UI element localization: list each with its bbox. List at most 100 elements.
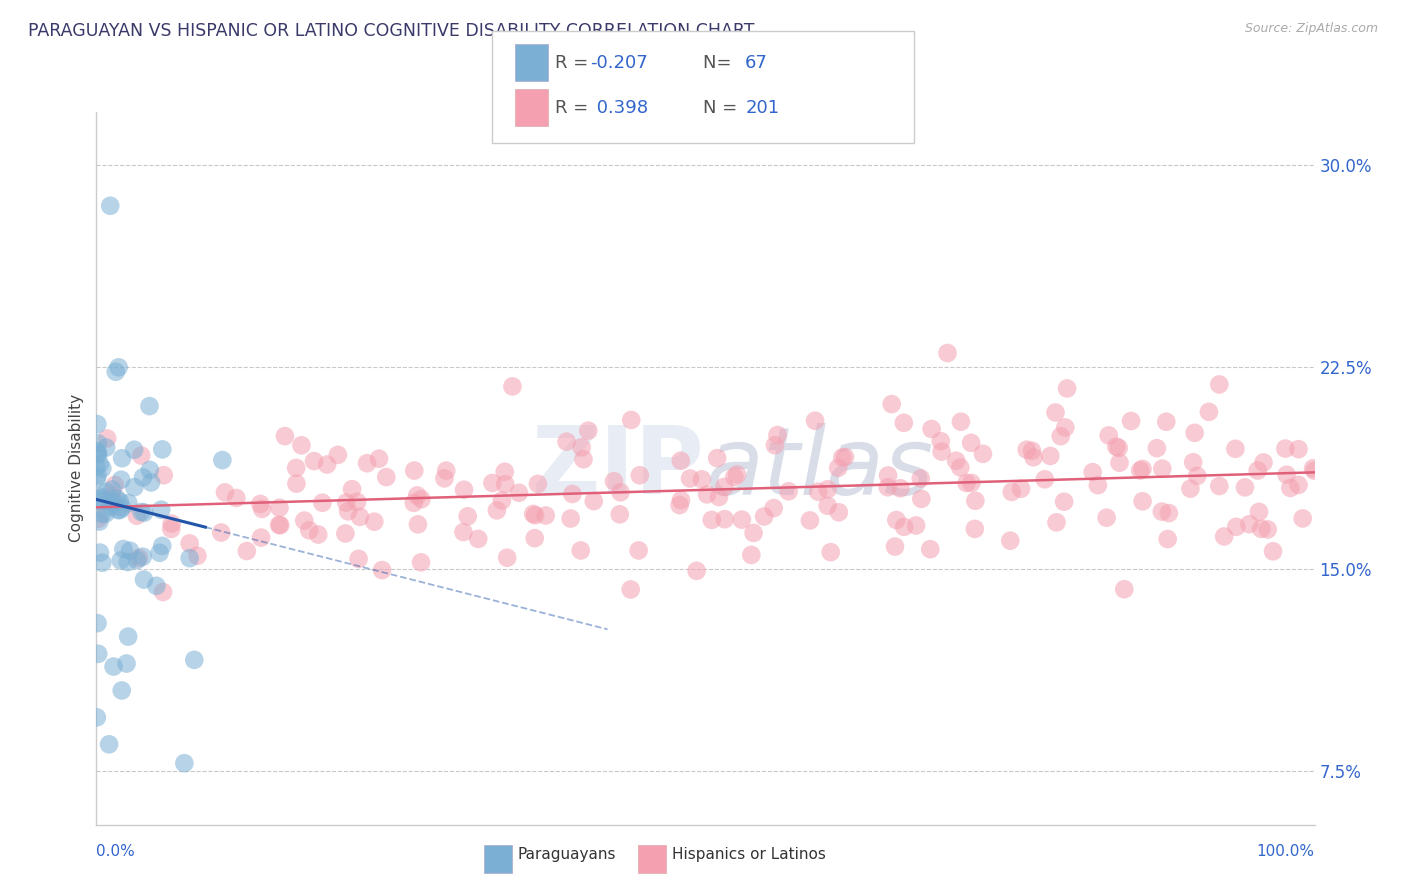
Text: -0.207: -0.207 <box>591 54 648 71</box>
Point <box>94 441 117 455</box>
Point <box>1233 480 1256 494</box>
Point <box>173 756 195 771</box>
Point <box>148 546 170 560</box>
Point <box>108 503 131 517</box>
Point <box>411 492 433 507</box>
Point <box>134 506 156 520</box>
Point <box>101 489 124 503</box>
Point <box>302 454 325 468</box>
Point <box>1182 455 1205 469</box>
Text: 0.0%: 0.0% <box>96 845 135 859</box>
Point <box>86 710 108 724</box>
Point <box>762 501 785 516</box>
Point <box>152 585 174 599</box>
Point <box>690 472 713 486</box>
Point <box>603 474 626 488</box>
Point <box>356 456 378 470</box>
Point <box>817 483 839 497</box>
Point <box>1045 516 1067 530</box>
Point <box>620 413 643 427</box>
Point <box>817 499 839 513</box>
Point <box>1261 544 1284 558</box>
Point <box>763 438 786 452</box>
Point <box>669 453 692 467</box>
Text: Paraguayans: Paraguayans <box>517 847 616 862</box>
Point <box>150 539 173 553</box>
Point <box>1185 468 1208 483</box>
Point <box>1015 442 1038 457</box>
Point <box>669 493 692 508</box>
Point <box>582 494 605 508</box>
Point <box>522 507 544 521</box>
Point <box>103 659 125 673</box>
Point <box>236 544 259 558</box>
Point <box>100 500 122 514</box>
Point <box>527 476 550 491</box>
Point <box>827 460 849 475</box>
Point <box>139 463 162 477</box>
Point <box>628 468 651 483</box>
Point <box>1198 405 1220 419</box>
Point <box>1132 462 1154 476</box>
Point <box>949 460 972 475</box>
Point <box>1157 506 1180 520</box>
Point <box>337 504 360 518</box>
Point <box>880 397 903 411</box>
Point <box>139 475 162 490</box>
Point <box>1247 505 1270 519</box>
Point <box>152 468 174 483</box>
Point <box>453 524 475 539</box>
Text: N =: N = <box>703 99 742 117</box>
Point <box>1095 510 1118 524</box>
Point <box>1049 429 1071 443</box>
Point <box>108 494 131 508</box>
Point <box>1108 456 1130 470</box>
Point <box>1208 479 1230 493</box>
Point <box>1274 442 1296 456</box>
Point <box>1054 420 1077 434</box>
Point <box>700 513 723 527</box>
Point <box>86 472 108 486</box>
Point <box>346 495 368 509</box>
Point <box>609 485 631 500</box>
Point <box>104 365 127 379</box>
Point <box>1105 440 1128 454</box>
Point <box>186 549 208 563</box>
Point <box>91 461 114 475</box>
Point <box>893 520 915 534</box>
Point <box>132 470 155 484</box>
Point <box>1021 443 1043 458</box>
Point <box>307 527 329 541</box>
Point <box>311 496 333 510</box>
Point <box>1288 478 1310 492</box>
Point <box>713 512 735 526</box>
Point <box>1146 441 1168 455</box>
Point <box>160 516 183 531</box>
Point <box>685 564 707 578</box>
Point <box>731 513 754 527</box>
Point <box>627 543 650 558</box>
Point <box>920 542 942 557</box>
Point <box>1253 455 1275 469</box>
Point <box>132 573 155 587</box>
Point <box>1257 523 1279 537</box>
Point <box>340 482 363 496</box>
Point <box>453 483 475 497</box>
Point <box>571 440 593 454</box>
Point <box>434 464 457 478</box>
Point <box>89 491 111 506</box>
Point <box>804 414 827 428</box>
Point <box>945 454 967 468</box>
Point <box>404 464 426 478</box>
Point <box>752 509 775 524</box>
Point <box>150 502 173 516</box>
Point <box>1275 467 1298 482</box>
Point <box>179 551 201 566</box>
Point <box>86 446 108 460</box>
Point <box>1213 529 1236 543</box>
Point <box>491 493 513 508</box>
Point <box>884 540 907 554</box>
Point <box>1302 461 1324 475</box>
Point <box>402 496 425 510</box>
Point <box>335 526 357 541</box>
